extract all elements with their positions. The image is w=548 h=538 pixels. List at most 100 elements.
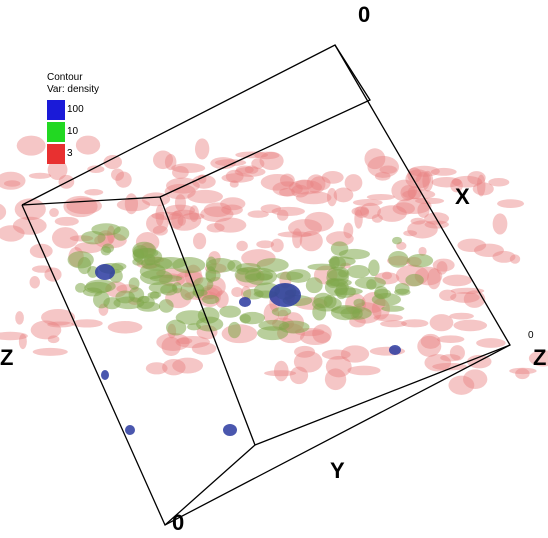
density-blob [312,296,342,311]
density-blob [0,172,26,190]
density-blob [101,246,111,256]
box-edge [255,345,510,445]
density-blob [355,277,386,289]
density-blob [325,368,346,390]
density-blob [202,295,219,304]
density-blob [322,349,351,359]
density-blob [81,231,106,244]
density-blob [140,269,173,284]
density-blob [159,299,174,313]
density-blob [115,291,135,304]
density-blob [449,313,474,320]
density-blob [409,166,440,177]
density-blob [227,260,242,272]
density-blob [205,266,216,283]
density-core [269,283,301,307]
density-blob [388,251,408,268]
legend-subtitle: Var: density [47,84,99,95]
density-blob [236,165,254,173]
density-blob [219,306,241,318]
density-blob [381,306,404,312]
density-blob [256,240,274,248]
density-blob [177,216,186,226]
density-blob [30,276,40,288]
density-blob [334,285,356,297]
density-blob [196,317,223,332]
density-blob [306,277,323,293]
density-core [101,370,109,380]
density-blob [115,171,131,187]
density-blob [76,136,100,155]
density-blob [15,311,24,325]
axis-label: 0 [528,330,534,341]
density-core [239,297,251,307]
density-blob [353,199,383,206]
density-blob [63,196,97,217]
density-blob [257,326,288,340]
density-blob [352,207,369,216]
volume-render [0,136,548,436]
density-blob [187,190,223,203]
density-blob [392,237,402,245]
density-core [389,345,401,355]
density-blob [345,174,363,191]
density-blob [477,175,486,197]
density-core [223,424,237,436]
density-core [95,264,115,280]
density-blob [488,178,509,186]
density-blob [19,334,27,349]
density-blob [450,292,480,303]
density-blob [382,272,392,280]
axis-label: Z [533,345,546,370]
density-blob [405,274,423,286]
density-blob [310,176,330,190]
density-blob [279,188,295,196]
density-blob [403,230,417,236]
scene: 0 X Z Z 0 Y 0 Contour Var: density 10010… [0,0,548,538]
density-blob [395,283,410,295]
density-blob [343,223,353,239]
density-blob [443,275,472,287]
density-blob [172,358,203,374]
density-blob [312,324,332,343]
axis-label: X [455,184,470,209]
density-blob [347,265,370,278]
density-blob [278,231,312,237]
density-blob [84,189,103,196]
density-blob [221,205,243,216]
density-blob [326,278,339,288]
density-blob [272,307,291,316]
legend-title: Contour [47,72,83,83]
density-blob [294,351,323,373]
density-blob [417,336,441,357]
density-blob [195,138,209,159]
axis-label: 0 [172,510,184,535]
density-blob [331,241,349,255]
density-blob [329,256,346,270]
density-blob [156,333,189,351]
density-blob [175,194,186,211]
density-blob [353,299,364,308]
density-blob [93,291,110,308]
density-blob [146,362,168,374]
density-blob [276,272,303,281]
legend-label: 3 [67,148,73,159]
legend-swatch [47,122,65,142]
density-blob [257,258,289,272]
axis-label: Z [0,345,13,370]
density-blob [117,199,150,212]
density-blob [0,203,6,221]
density-blob [430,314,454,331]
density-blob [364,148,385,169]
density-blob [78,257,92,274]
density-blob [48,335,60,343]
density-blob [193,233,206,250]
density-blob [108,321,143,333]
density-blob [240,314,251,324]
density-blob [180,282,195,300]
density-blob [166,320,186,336]
legend-label: 10 [67,126,79,137]
density-blob [138,296,150,303]
density-blob [272,207,305,216]
density-blob [245,273,272,280]
